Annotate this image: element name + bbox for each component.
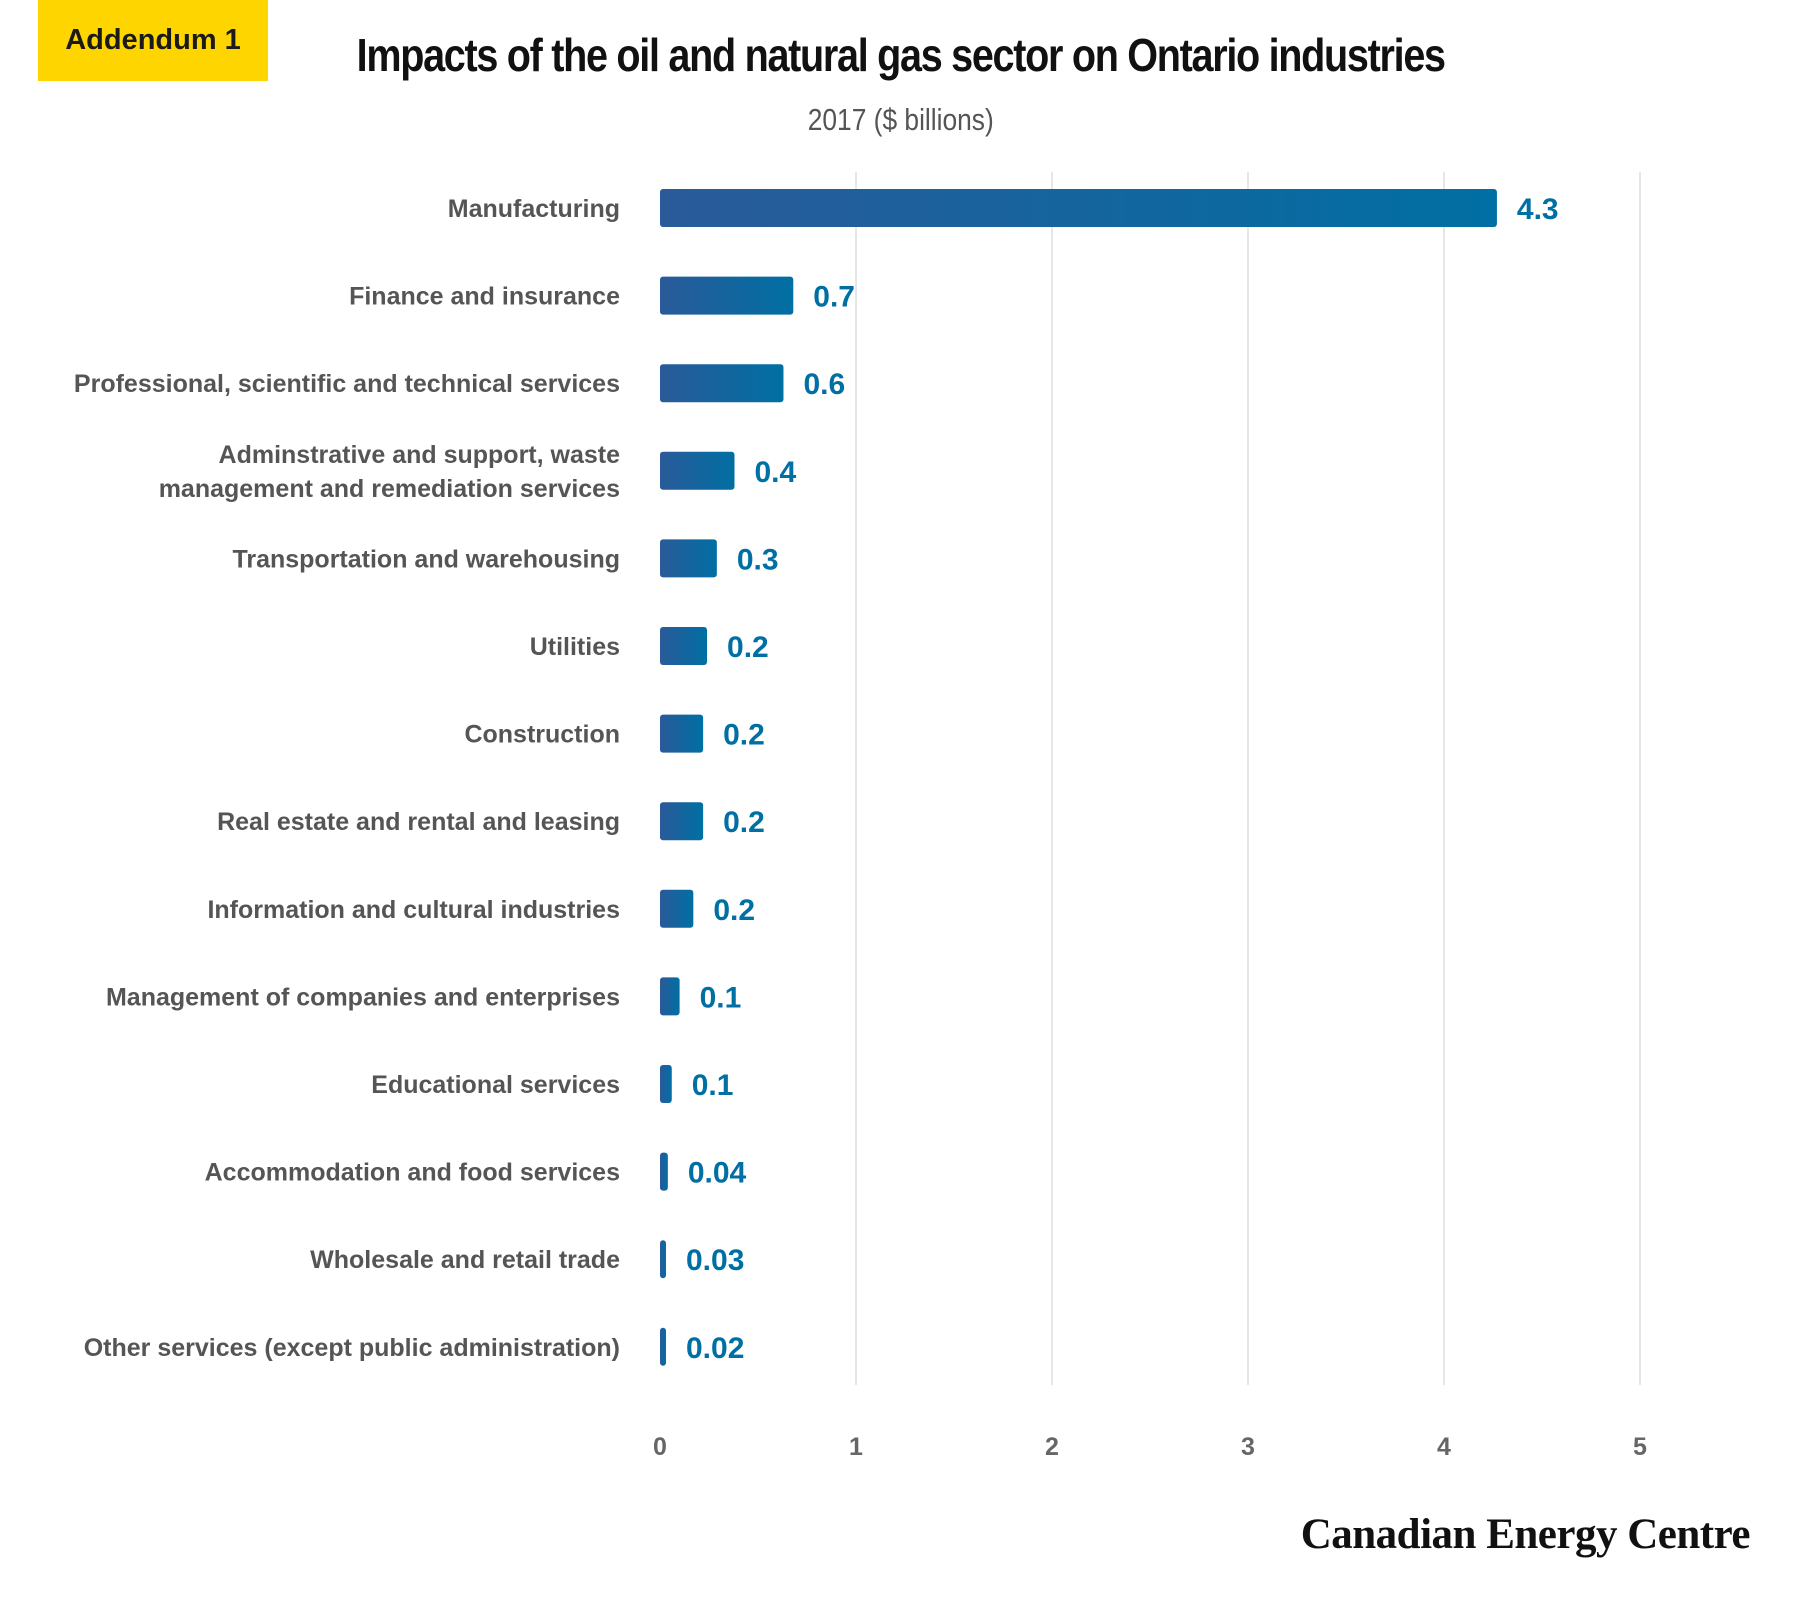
x-tick-label: 3: [1241, 1433, 1255, 1461]
value-label: 0.02: [686, 1332, 744, 1365]
value-label: 4.3: [1517, 193, 1559, 226]
category-label: Educational services: [371, 1071, 620, 1099]
bar: [660, 802, 704, 841]
category-label: Adminstrative and support, waste: [219, 441, 621, 469]
value-label: 0.2: [727, 631, 769, 664]
bar: [660, 627, 708, 665]
value-label: 0.4: [754, 456, 796, 489]
bar: [660, 276, 794, 315]
category-label: Professional, scientific and technical s…: [74, 370, 620, 398]
x-tick-label: 2: [1045, 1433, 1059, 1461]
value-label: 0.7: [813, 281, 855, 314]
bar: [660, 714, 704, 753]
category-label: Real estate and rental and leasing: [217, 808, 620, 836]
value-label: 0.1: [700, 981, 742, 1014]
category-label: Manufacturing: [448, 195, 620, 223]
category-label: Information and cultural industries: [207, 896, 620, 924]
value-label: 0.04: [688, 1157, 747, 1190]
chart-title: Impacts of the oil and natural gas secto…: [356, 29, 1446, 81]
category-labels: Manufacturing Finance and insurance Profes…: [74, 195, 620, 1362]
bar: [660, 539, 717, 578]
bar: [660, 1240, 666, 1279]
bar: [660, 189, 1497, 227]
value-label: 0.1: [692, 1069, 734, 1102]
category-label: Utilities: [530, 633, 620, 661]
category-label: Other services (except public administra…: [84, 1334, 620, 1362]
value-label: 0.3: [737, 543, 779, 576]
bar: [660, 889, 694, 928]
category-label: Construction: [464, 721, 620, 749]
x-tick-label: 0: [653, 1433, 667, 1461]
x-tick-label: 4: [1437, 1433, 1451, 1461]
x-tick-label: 1: [849, 1433, 863, 1461]
category-label: Management of companies and enterprises: [106, 983, 620, 1011]
value-label: 0.2: [713, 894, 755, 927]
value-label: 0.6: [803, 368, 845, 401]
brand-logo-text: Canadian Energy Centre: [1300, 1511, 1751, 1558]
bar: [660, 451, 735, 490]
addendum-badge: Addendum 1: [38, 0, 268, 81]
gridlines: [855, 172, 1641, 1385]
bar: [660, 1327, 666, 1366]
x-tick-label: 5: [1633, 1433, 1647, 1461]
bar: [660, 364, 784, 403]
chart-subtitle: 2017 ($ billions): [807, 102, 994, 137]
category-label: Accommodation and food services: [205, 1159, 620, 1187]
category-label: management and remediation services: [159, 475, 620, 503]
bar: [660, 1065, 672, 1103]
category-label: Wholesale and retail trade: [310, 1246, 620, 1274]
value-label: 0.2: [723, 806, 765, 839]
bars: [660, 189, 1497, 1366]
value-label: 0.03: [686, 1244, 744, 1277]
value-label: 0.2: [723, 719, 765, 752]
bar: [660, 1152, 668, 1191]
bar: [660, 977, 680, 1016]
category-label: Transportation and warehousing: [232, 545, 620, 573]
value-labels: 4.3 0.7 0.6 0.4 0.3 0.2 0.2 0.2 0.2 0.1 0.1 0.04 0.0…: [686, 193, 1559, 1365]
x-axis-ticks: 0 1 2 3 4 5: [653, 1433, 1647, 1461]
category-label: Finance and insurance: [349, 283, 620, 311]
